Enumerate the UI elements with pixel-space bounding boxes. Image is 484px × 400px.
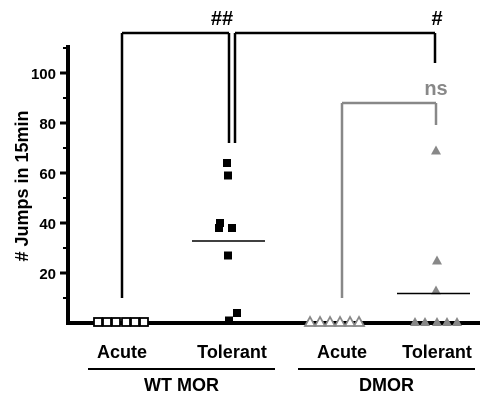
labels: # Jumps in 15min Acute Tolerant Acute Tolera… [12, 110, 475, 395]
point-1-5 [224, 251, 232, 260]
group-label-1: DMOR [359, 375, 414, 395]
point-1-0 [223, 159, 231, 167]
y-axis-label: # Jumps in 15min [12, 110, 32, 261]
point-1-2 [216, 219, 224, 227]
point-3-6 [442, 317, 452, 326]
point-0-3 [121, 317, 131, 327]
point-3-7 [452, 317, 462, 326]
point-1-1 [224, 171, 232, 180]
point-1-4 [228, 224, 236, 232]
y-tick-label-60: 60 [39, 166, 56, 183]
point-3-1 [432, 255, 442, 265]
point-2-1 [313, 315, 327, 327]
category-label-0: Acute [97, 342, 147, 362]
axes: 20 40 60 80 100 [31, 45, 480, 325]
point-2-2 [323, 315, 337, 327]
point-3-5 [432, 317, 442, 326]
y-tick-label-20: 20 [39, 266, 56, 283]
point-3-2 [431, 285, 441, 295]
point-2-5 [352, 315, 366, 327]
point-2-4 [343, 315, 357, 327]
point-0-5 [139, 317, 149, 327]
point-0-0 [93, 317, 103, 327]
bracket-label-2: ns [424, 78, 447, 100]
point-2-0 [303, 315, 317, 327]
point-1-7 [225, 316, 233, 325]
y-tick-label-100: 100 [31, 66, 56, 83]
category-label-1: Tolerant [197, 342, 267, 362]
group-label-0: WT MOR [144, 375, 219, 395]
point-0-4 [130, 317, 140, 327]
point-1-3 [215, 224, 223, 232]
category-label-2: Acute [317, 342, 367, 362]
category-label-3: Tolerant [402, 342, 472, 362]
point-2-3 [333, 315, 347, 327]
point-0-1 [102, 317, 112, 327]
y-tick-label-40: 40 [39, 216, 56, 233]
bracket-label-0: ## [211, 8, 233, 30]
bracket-label-1: # [431, 8, 442, 30]
point-3-3 [410, 317, 420, 326]
point-3-0 [431, 145, 441, 155]
point-1-6 [233, 309, 241, 317]
y-tick-label-80: 80 [39, 116, 56, 133]
point-3-4 [420, 317, 430, 326]
data-points [93, 145, 470, 327]
significance-brackets: ## #ns [120, 8, 448, 298]
point-0-2 [111, 317, 121, 327]
